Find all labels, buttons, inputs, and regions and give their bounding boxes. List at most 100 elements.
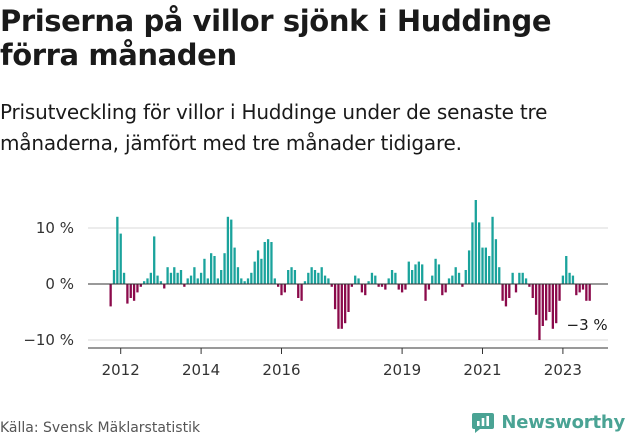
bar [467,250,471,284]
bar [571,275,575,284]
bar [143,281,146,284]
bar [555,284,558,324]
bar [491,216,494,284]
bar [585,284,588,301]
bar [417,261,420,284]
bar [561,275,565,284]
x-tick-label: 2012 [102,361,140,379]
bar [270,242,273,284]
bar [437,264,441,284]
bar [431,275,434,284]
bar [377,284,380,287]
bar [216,278,219,284]
bar [387,278,390,284]
x-tick-label: 2014 [182,361,220,379]
bar [360,284,364,293]
bar [287,270,290,284]
bar [240,278,243,284]
chart-title: Priserna på villor sjönk i Huddinge förr… [0,4,552,72]
bar [139,284,142,287]
bar [441,284,444,296]
bar [588,284,591,301]
bars [109,200,591,340]
bar [350,284,353,287]
bar [136,284,139,293]
bar [461,284,464,287]
bar [313,270,317,284]
bar [521,272,524,284]
bar [511,272,514,284]
bar [203,258,206,284]
bar [394,272,397,284]
bar [581,284,585,290]
bar [397,284,400,290]
bar [213,256,216,284]
bar [390,270,394,284]
bar [578,284,581,293]
bar [330,284,333,287]
gridlines [88,227,608,341]
bar [545,284,548,321]
bar [246,278,250,284]
bar [541,284,544,326]
bar [153,236,156,284]
bar [183,284,186,287]
bar [427,284,431,290]
x-axis-ticks: 2012 2014 2016 2019 2021 2023 [102,348,582,379]
bar [347,284,350,312]
bar [226,216,230,284]
bar [210,253,213,284]
bar [116,216,119,284]
x-tick-label: 2021 [463,361,501,379]
bar [488,256,491,284]
bar [199,272,203,284]
bar [260,258,263,284]
bar-chart: 10 % 0 % −10 % 2012 2014 2016 2019 2021 2023 −3… [23,200,608,379]
bar [122,272,126,284]
bar [132,284,136,301]
bar [568,272,571,284]
y-tick-label: −10 % [23,331,74,349]
bar [528,284,531,287]
bar [146,278,149,284]
bar [236,267,240,284]
bar [273,278,276,284]
bar [464,270,467,284]
bar [531,284,534,298]
bar [411,270,414,284]
bar [280,284,283,296]
bar [575,284,578,296]
source-note: Källa: Svensk Mäklarstatistik [0,420,201,436]
bar [447,278,451,284]
bar [340,284,343,329]
bar [333,284,337,310]
bar [354,275,357,284]
bar [129,284,132,298]
bar [514,284,518,293]
x-tick-label: 2016 [262,361,300,379]
bar [400,284,404,293]
bar [220,270,223,284]
bar [504,284,508,307]
bar [303,281,307,284]
bar [538,284,541,340]
bar [404,284,407,290]
bar [283,284,286,293]
chart-subtitle: Prisutveckling för villor i Huddinge und… [0,100,548,155]
brand-logo: Newsworthy [471,409,625,435]
bar [498,267,501,284]
bar [474,200,477,284]
bar [223,253,226,284]
bar [444,284,447,293]
bar [414,264,417,284]
bar [478,222,481,284]
bar [370,272,374,284]
last-value-label: −3 % [567,316,608,334]
bar [149,272,152,284]
bar [457,272,461,284]
bar [166,267,169,284]
bar [277,284,280,287]
bar [159,281,163,284]
bar [551,284,554,329]
newsworthy-logo-icon [472,413,495,433]
